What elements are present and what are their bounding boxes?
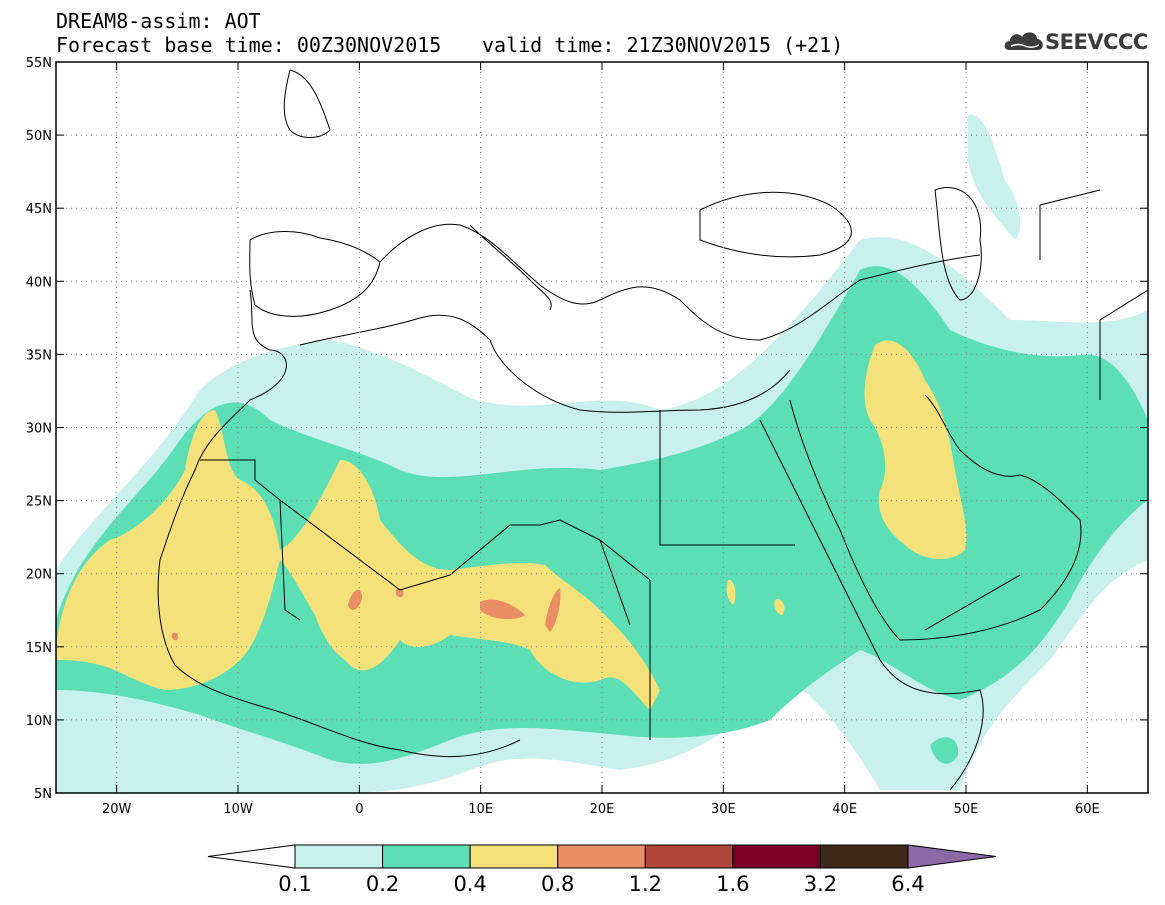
lon-label: 60E [1075,802,1100,817]
colorbar-under-arrow [207,844,296,869]
graticule [56,62,1148,793]
colorbar-swatch [644,844,734,869]
lat-label: 35N [26,348,52,363]
aot-band-0.4-spot-b [774,599,785,615]
lon-label: 0 [355,802,363,817]
colorbar [207,844,997,869]
coastline-red-sea-west [759,419,984,791]
colorbar-label: 0.8 [541,872,575,896]
colorbar-label: 1.2 [628,872,662,896]
colorbar-over-arrow [907,844,997,869]
lon-label: 40E [832,802,857,817]
colorbar-swatch [469,844,559,869]
lon-label: 20E [590,802,615,817]
lat-label: 40N [26,275,52,290]
coastline-red-sea-east [789,399,901,641]
valid-time: valid time: 21Z30NOV2015 (+21) [482,33,844,57]
coastline-europe [379,223,981,341]
lat-label: 25N [26,495,52,510]
lon-label: 20W [102,802,132,817]
aot-shading [56,114,1148,793]
coastline-west-africa [157,289,521,758]
forecast-base-time: Forecast base time: 00Z30NOV2015 [56,33,442,57]
colorbar-swatch [294,844,384,869]
coastline-britain [283,69,331,138]
colorbar-swatch [382,844,471,869]
lon-label: 10E [468,802,493,817]
lat-label: 20N [26,568,52,583]
lon-label: 30E [711,802,736,817]
colorbar-label: 3.2 [803,872,838,896]
aot-band-0.4-spot-a [726,579,736,605]
colorbar-label: 1.6 [716,872,750,896]
coastline-caspian [934,187,982,301]
lat-label: 45N [26,202,52,217]
latitude-labels: 55N 50N 45N 40N 35N 30N 25N 20N 15N 10N 5N [26,56,52,802]
coastline-italy [469,224,552,311]
aot-band-0.8-spot-d [395,588,404,598]
colorbar-swatch [732,844,821,869]
colorbar-label: 6.4 [891,872,925,896]
coastline-black-sea [699,191,852,258]
aot-band-0.4-iraq [864,340,967,560]
aot-band-0.1-caspian [968,114,1021,240]
lon-label: 10W [223,802,253,817]
aot-band-0.2-somalia [930,737,959,764]
lat-label: 10N [26,714,52,729]
colorbar-label: 0.2 [365,872,400,896]
coastline-arabia-gulf [899,394,1082,641]
logo-text: SEEVCCC [1045,30,1148,54]
lat-label: 30N [26,422,52,437]
lat-label: 5N [34,787,52,802]
map-title: DREAM8-assim: AOT [56,9,261,33]
aot-band-0.8-spot-e [171,632,179,641]
aot-band-0.8-spot-c [348,589,362,610]
colorbar-swatch [557,844,646,869]
aot-band-0.4 [56,410,660,710]
border-lines [200,189,1148,740]
coastlines [157,69,1148,791]
longitude-labels: 20W 10W 0 10E 20E 30E 40E 50E 60E [102,802,1100,817]
lon-label: 50E [954,802,979,817]
seevccc-logo: SEEVCCC [1001,24,1151,58]
colorbar-swatch [819,844,909,869]
coastline-north-africa [299,314,791,413]
cloud-icon [1004,32,1043,50]
colorbar-label: 0.1 [278,872,312,896]
lat-label: 15N [26,641,52,656]
axis-ticks [56,61,1148,794]
aot-band-0.8-spot-b [545,588,561,632]
coastline-iberia [249,231,381,317]
lat-label: 50N [26,129,52,144]
lat-label: 55N [26,56,52,71]
aot-band-0.8-spot-a [480,599,525,620]
colorbar-label: 0.4 [453,872,487,896]
